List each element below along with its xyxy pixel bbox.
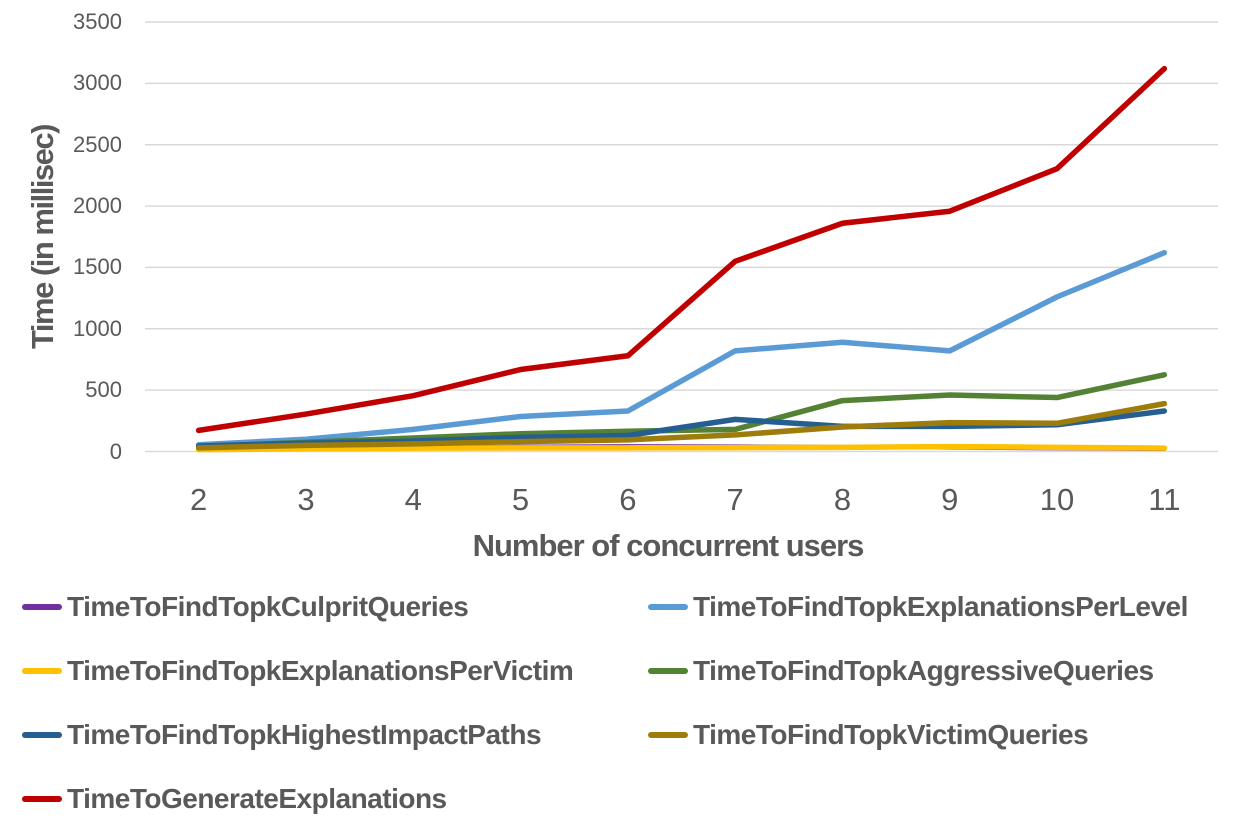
x-tick-label: 10 — [1039, 482, 1075, 517]
x-tick-label: 2 — [190, 482, 208, 517]
y-tick-label: 1000 — [73, 315, 122, 341]
legend-marker-line — [22, 668, 62, 674]
y-axis-title: Time (in millisec) — [25, 125, 60, 349]
legend-label: TimeToFindTopkAggressiveQueries — [693, 655, 1154, 686]
y-tick-label: 3500 — [73, 9, 122, 34]
x-tick-label: 9 — [941, 482, 959, 517]
x-tick-label: 4 — [404, 482, 422, 517]
y-tick-label: 3000 — [73, 70, 122, 96]
x-axis-title: Number of concurrent users — [472, 528, 865, 563]
legend-marker-line — [22, 604, 62, 610]
series-line-TimeToFindTopkExplanationsPerVictim — [195, 443, 1168, 453]
legend-item: TimeToFindTopkVictimQueries — [648, 718, 1089, 752]
legend-item: TimeToFindTopkCulpritQueries — [22, 590, 469, 624]
legend-item: TimeToFindTopkHighestImpactPaths — [22, 718, 542, 752]
legend-marker-line — [648, 732, 688, 738]
x-tick-label: 3 — [297, 482, 315, 517]
legend-label: TimeToFindTopkHighestImpactPaths — [67, 719, 542, 750]
legend-marker-line — [648, 668, 688, 674]
y-tick-label: 2500 — [73, 131, 122, 157]
plot-area — [145, 21, 1218, 453]
x-tick-label: 7 — [726, 482, 744, 517]
legend-marker-line — [22, 732, 62, 738]
legend-label: TimeToFindTopkExplanationsPerVictim — [67, 655, 574, 686]
series-line-TimeToFindTopkHighestImpactPaths — [195, 408, 1168, 449]
series-line-TimeToFindTopkExplanationsPerLevel — [195, 249, 1168, 448]
legend-label: TimeToFindTopkExplanationsPerLevel — [693, 591, 1188, 622]
series-line-TimeToFindTopkVictimQueries — [195, 400, 1168, 451]
x-tick-label: 8 — [833, 482, 852, 517]
y-tick-label: 2000 — [73, 193, 122, 219]
x-tick-label: 5 — [511, 482, 530, 517]
legend-item: TimeToGenerateExplanations — [22, 782, 447, 816]
series-line-TimeToGenerateExplanations — [195, 65, 1168, 434]
x-tick-label: 11 — [1148, 482, 1181, 517]
legend-item: TimeToFindTopkAggressiveQueries — [648, 654, 1154, 688]
legend-item: TimeToFindTopkExplanationsPerVictim — [22, 654, 574, 688]
legend-label: TimeToFindTopkCulpritQueries — [67, 591, 469, 622]
x-tick-label: 6 — [619, 482, 637, 517]
y-tick-label: 500 — [85, 377, 122, 403]
y-tick-label: 0 — [109, 438, 122, 464]
legend-label: TimeToFindTopkVictimQueries — [693, 719, 1089, 750]
legend-label: TimeToGenerateExplanations — [67, 783, 447, 814]
legend-marker-line — [648, 604, 688, 610]
y-tick-label: 1500 — [73, 254, 122, 280]
legend-item: TimeToFindTopkExplanationsPerLevel — [648, 590, 1188, 624]
legend-marker-line — [22, 796, 62, 802]
